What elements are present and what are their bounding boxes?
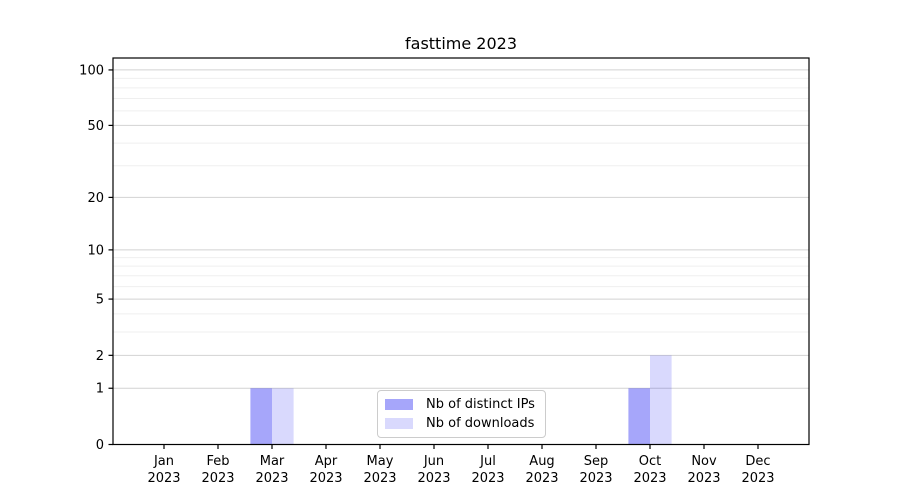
legend-swatch-distinct-ips [385,399,413,410]
x-tick-label-dec: Dec 2023 [741,454,774,486]
y-tick-label-100: 100 [79,63,104,78]
legend-label-downloads: Nb of downloads [426,415,535,431]
y-tick-label-0: 0 [96,438,104,453]
legend: Nb of distinct IPs Nb of downloads [377,390,546,438]
x-tick-label-aug: Aug 2023 [525,454,558,486]
x-tick-label-feb: Feb 2023 [201,454,234,486]
y-tick-label-50: 50 [87,119,104,134]
y-tick-label-10: 10 [87,243,104,258]
x-tick-label-jul: Jul 2023 [471,454,504,486]
legend-item-downloads: Nb of downloads [385,415,539,433]
x-tick-label-may: May 2023 [363,454,396,486]
y-tick-label-5: 5 [96,293,104,308]
bar-oct-distinct-ips [628,388,650,445]
x-tick-label-jun: Jun 2023 [417,454,450,486]
bar-oct-downloads [650,355,672,445]
x-tick-label-apr: Apr 2023 [309,454,342,486]
x-tick-label-nov: Nov 2023 [687,454,720,486]
legend-item-distinct-ips: Nb of distinct IPs [385,396,539,414]
legend-label-distinct-ips: Nb of distinct IPs [426,396,535,412]
x-tick-label-oct: Oct 2023 [633,454,666,486]
chart-title: fasttime 2023 [405,34,517,53]
x-tick-label-sep: Sep 2023 [579,454,612,486]
x-tick-label-jan: Jan 2023 [147,454,180,486]
bar-mar-downloads [272,388,294,445]
bar-mar-distinct-ips [250,388,272,445]
y-tick-label-20: 20 [87,191,104,206]
x-tick-label-mar: Mar 2023 [255,454,288,486]
plot-frame [112,57,810,446]
y-tick-label-2: 2 [96,349,104,364]
y-tick-label-1: 1 [96,382,104,397]
legend-swatch-downloads [385,418,413,429]
